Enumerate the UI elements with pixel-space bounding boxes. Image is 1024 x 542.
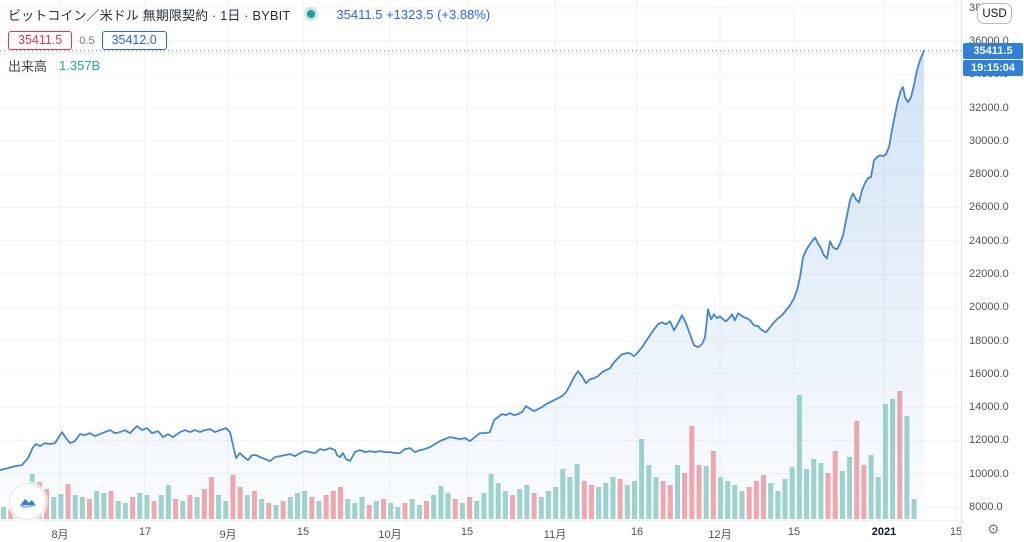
price-scale-label: 18000.0 [969, 334, 1009, 347]
price-scale-label: 16000.0 [969, 367, 1009, 380]
price-scale-label: 22000.0 [969, 268, 1009, 280]
time-axis-label: 15 [787, 526, 801, 538]
quote-change: +1323.5 [386, 6, 434, 22]
price-scale-label: 10000.0 [969, 467, 1009, 480]
price-scale-label: 26000.0 [969, 201, 1009, 214]
volume-value: 1.357B [59, 57, 101, 73]
provider-logo[interactable] [9, 483, 46, 520]
price-scale[interactable]: 38000.036000.034000.032000.030000.028000… [961, 0, 1024, 542]
sell-bid-button[interactable]: 35411.5 [8, 31, 73, 50]
last-price-badge: 35411.5 [963, 43, 1023, 59]
time-axis[interactable]: 8月 17 9月 15 10月 15 11月 16 12月 15 2021 15 [0, 520, 963, 542]
price-scale-label: 14000.0 [969, 401, 1009, 414]
time-axis-label: 2021 [871, 526, 897, 538]
time-axis-label: 15 [949, 526, 963, 538]
price-scale-label: 32000.0 [969, 101, 1009, 114]
time-axis-label: 12月 [708, 529, 732, 541]
quote-change-pct: (+3.88%) [437, 6, 491, 22]
currency-toggle-button[interactable]: USD [977, 3, 1012, 24]
time-axis-label: 10月 [378, 529, 402, 541]
price-scale-label: 20000.0 [969, 301, 1009, 314]
legend-title-row: ビットコイン／米ドル 無期限契約 · 1日 · BYBIT 35411.5 +1… [8, 5, 490, 23]
price-scale-label: 8000.0 [969, 501, 1003, 513]
symbol-title[interactable]: ビットコイン／米ドル 無期限契約 · 1日 · BYBIT [8, 7, 291, 23]
spread-value: 0.5 [79, 34, 95, 47]
time-axis-label: 17 [138, 526, 152, 538]
buy-ask-button[interactable]: 35412.0 [101, 31, 167, 50]
settings-gear-icon[interactable]: ⚙ [987, 522, 1000, 538]
bar-countdown-badge: 19:15:04 [963, 60, 1023, 76]
time-axis-label: 16 [630, 526, 644, 538]
price-chart-canvas[interactable] [0, 0, 962, 542]
quote-last-price: 35411.5 [336, 6, 383, 22]
market-status-dot[interactable] [304, 7, 319, 21]
price-scale-label: 28000.0 [969, 168, 1009, 181]
volume-row: 出来高 1.357B [8, 57, 490, 74]
bid-ask-row: 35411.5 0.5 35412.0 [8, 31, 490, 50]
time-axis-label: 8月 [51, 529, 69, 541]
time-axis-label: 15 [296, 526, 310, 538]
time-axis-label: 15 [460, 526, 474, 538]
time-axis-label: 11月 [543, 529, 567, 541]
market-open-dot-icon [307, 10, 316, 18]
time-axis-label: 9月 [219, 529, 237, 541]
price-scale-label: 12000.0 [969, 434, 1009, 447]
legend: ビットコイン／米ドル 無期限契約 · 1日 · BYBIT 35411.5 +1… [8, 5, 490, 74]
volume-label[interactable]: 出来高 [8, 58, 48, 74]
mountain-logo-icon [19, 498, 36, 508]
price-scale-label: 24000.0 [969, 234, 1009, 247]
last-price-and-change: 35411.5 +1323.5 (+3.88%) [336, 7, 490, 22]
price-scale-label: 30000.0 [969, 134, 1009, 147]
